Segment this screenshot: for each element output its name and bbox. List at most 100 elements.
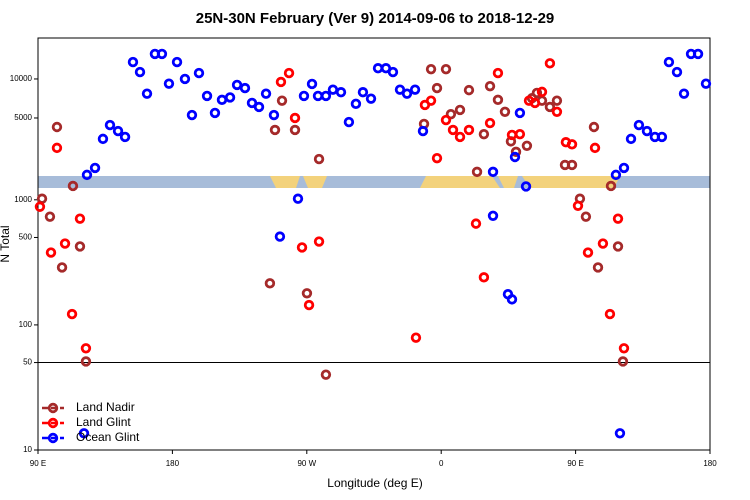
point: [618, 162, 630, 174]
point: [625, 133, 637, 145]
point: [231, 79, 243, 91]
point: [260, 88, 272, 99]
point: [141, 88, 153, 99]
x-tick-label: 90 E: [567, 459, 583, 468]
point: [74, 213, 86, 224]
point: [520, 181, 532, 192]
point: [440, 114, 452, 126]
legend-marker: [47, 417, 59, 429]
point: [566, 159, 578, 171]
point: [66, 308, 78, 320]
point: [119, 131, 131, 143]
point: [440, 63, 452, 75]
point: [671, 66, 683, 78]
point: [239, 82, 251, 94]
point: [544, 58, 556, 69]
point: [274, 231, 286, 242]
point: [186, 109, 198, 121]
x-tick-label: 0: [439, 459, 444, 468]
point: [410, 332, 422, 343]
legend-marker: [47, 402, 59, 414]
point: [445, 108, 457, 120]
point: [298, 90, 310, 102]
point: [350, 98, 362, 110]
point: [313, 236, 325, 247]
point: [605, 180, 617, 192]
point: [431, 82, 443, 94]
point: [454, 131, 466, 143]
point: [612, 213, 624, 224]
point: [514, 128, 526, 140]
point: [104, 119, 116, 131]
plot-frame: [37, 37, 711, 451]
point: [610, 169, 622, 181]
point: [89, 162, 101, 174]
point: [447, 124, 459, 136]
point: [478, 128, 490, 140]
point: [454, 104, 466, 116]
point: [597, 238, 609, 249]
y-axis-label: N Total: [0, 225, 12, 262]
point: [492, 67, 504, 79]
point: [357, 87, 369, 98]
point: [417, 125, 429, 137]
point: [471, 166, 483, 178]
point: [617, 356, 629, 367]
point: [80, 356, 92, 367]
point: [156, 48, 168, 60]
point: [641, 125, 653, 137]
x-tick-label: 90 W: [297, 459, 316, 468]
point: [401, 88, 413, 99]
point: [514, 107, 526, 119]
point: [499, 106, 511, 118]
point: [97, 133, 109, 145]
point: [34, 201, 46, 212]
point: [506, 294, 518, 305]
point: [656, 131, 668, 143]
land-band: [420, 176, 500, 188]
point: [268, 109, 280, 121]
point: [663, 56, 675, 68]
legend-marker: [47, 432, 59, 444]
point: [478, 272, 490, 283]
land-band: [522, 176, 620, 188]
point: [74, 241, 86, 252]
point: [463, 84, 475, 96]
land-band: [498, 176, 518, 188]
point: [409, 84, 421, 95]
point: [582, 247, 594, 258]
point: [484, 117, 496, 129]
point: [283, 67, 295, 79]
x-axis-label: Longitude (deg E): [327, 476, 422, 490]
point: [365, 93, 377, 104]
point: [44, 211, 56, 222]
x-tick-label: 180: [703, 459, 717, 468]
legend-label: Land Glint: [76, 415, 131, 429]
point: [163, 78, 175, 89]
y-tick-label: 10: [23, 445, 32, 454]
point: [275, 76, 287, 88]
point: [589, 142, 601, 154]
point: [487, 166, 499, 178]
point: [303, 299, 315, 311]
point: [193, 67, 205, 79]
point: [80, 343, 92, 354]
point: [320, 369, 332, 380]
land-band: [270, 176, 300, 188]
point: [700, 78, 712, 89]
point: [81, 169, 93, 181]
y-tick-label: 100: [19, 320, 33, 329]
point: [289, 124, 301, 136]
point: [292, 193, 304, 204]
legend-label: Ocean Glint: [76, 430, 140, 444]
point: [692, 48, 704, 60]
point: [171, 56, 183, 68]
map-strip: [38, 176, 710, 188]
point: [179, 73, 191, 85]
point: [431, 152, 443, 164]
chart-title: 25N-30N February (Ver 9) 2014-09-06 to 2…: [196, 10, 555, 27]
point: [51, 142, 63, 154]
point: [51, 121, 63, 133]
point: [224, 92, 236, 103]
